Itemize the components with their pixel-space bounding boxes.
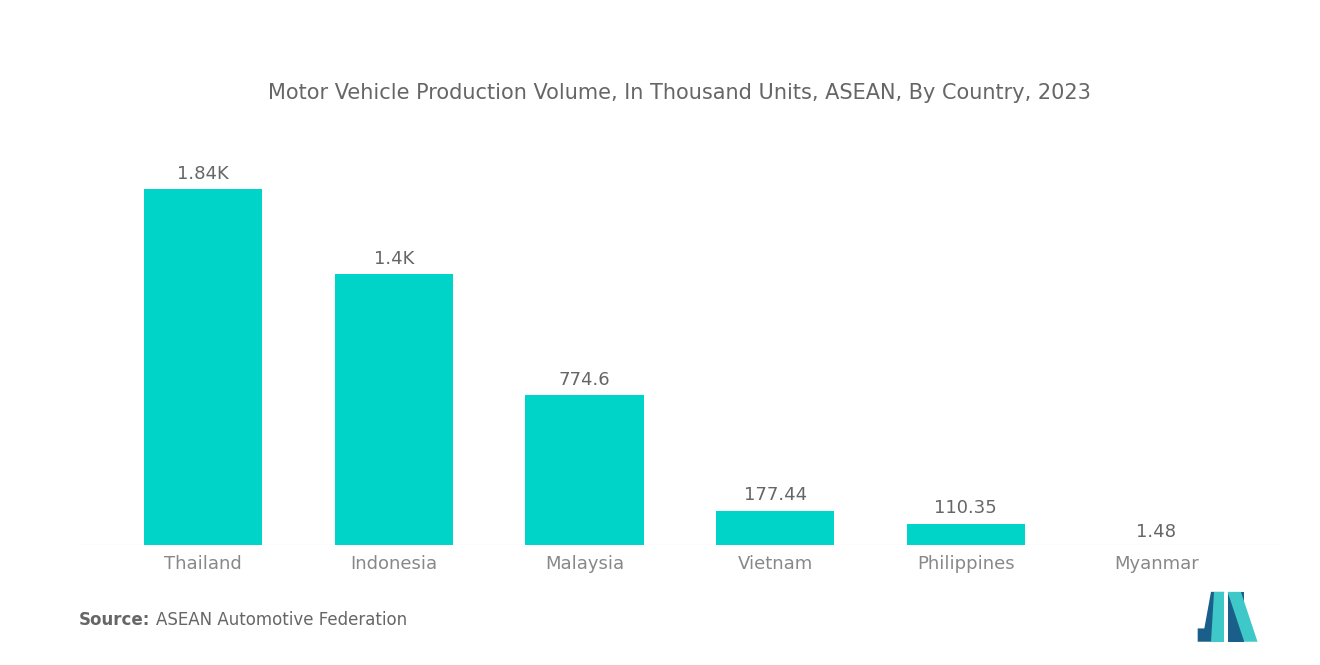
Polygon shape [1228,592,1245,642]
Text: Source:: Source: [79,611,150,629]
Bar [144,190,263,545]
Bar [335,275,453,545]
Text: 110.35: 110.35 [935,499,997,517]
Bar [907,524,1024,545]
Bar [525,396,644,545]
Text: ASEAN Automotive Federation: ASEAN Automotive Federation [156,611,407,629]
Bar [715,511,834,545]
Title: Motor Vehicle Production Volume, In Thousand Units, ASEAN, By Country, 2023: Motor Vehicle Production Volume, In Thou… [268,83,1092,103]
Polygon shape [1228,592,1258,642]
Polygon shape [1210,592,1224,642]
Text: 1.84K: 1.84K [177,164,228,183]
Text: 774.6: 774.6 [558,370,610,388]
Text: 1.4K: 1.4K [374,249,414,268]
Polygon shape [1197,592,1224,642]
Text: 177.44: 177.44 [743,486,807,504]
Text: 1.48: 1.48 [1137,523,1176,541]
